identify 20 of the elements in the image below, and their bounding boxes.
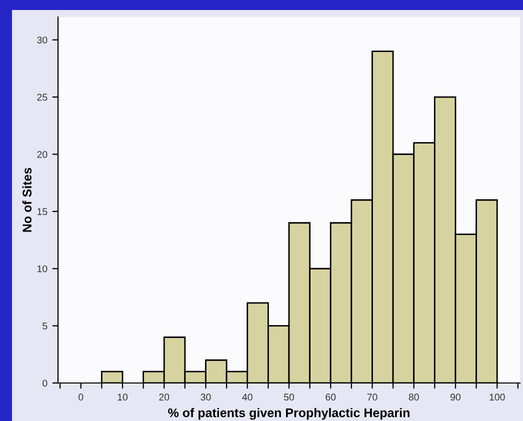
x-axis-title: % of patients given Prophylactic Heparin (168, 408, 410, 420)
y-axis-title: No of Sites (22, 168, 32, 232)
x-tick-label: 90 (450, 394, 461, 401)
x-tick-label: 100 (490, 394, 505, 401)
y-tick-label: 15 (38, 208, 48, 216)
x-tick-label: 60 (326, 394, 336, 401)
x-tick-label: 40 (242, 394, 252, 401)
y-tick-label: 0 (42, 380, 48, 387)
y-tick-label: 5 (42, 322, 48, 330)
x-tick-label: 30 (200, 394, 211, 401)
x-tick-label: 80 (408, 394, 419, 401)
y-tick-label: 30 (37, 36, 48, 44)
x-tick-label: 20 (159, 394, 170, 401)
x-tick-label: 0 (78, 394, 84, 401)
y-tick-label: 20 (37, 150, 48, 158)
x-tick-label: 10 (118, 394, 128, 401)
y-tick-label: 25 (37, 94, 48, 101)
x-tick-label: 70 (367, 394, 378, 401)
y-tick-label: 10 (38, 265, 48, 272)
x-tick-label: 50 (284, 394, 294, 401)
